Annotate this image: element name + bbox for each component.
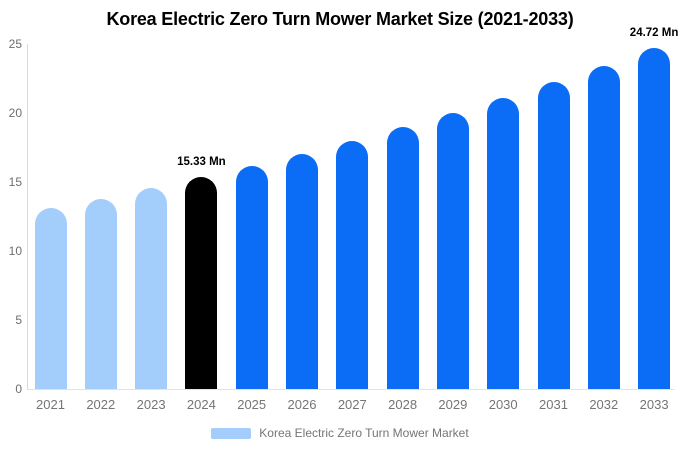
bar-2026 [286, 153, 318, 389]
y-tick-10: 10 [8, 244, 22, 258]
x-tick-2033: 2033 [639, 397, 669, 412]
bar-2021 [34, 208, 67, 389]
legend: Korea Electric Zero Turn Mower Market [0, 426, 680, 440]
data-label-2033: 24.72 Mn [629, 26, 679, 39]
y-tick-25: 25 [8, 37, 22, 51]
chart-title: Korea Electric Zero Turn Mower Market Si… [106, 9, 574, 29]
bar-2029 [436, 113, 469, 389]
x-tick-2029: 2029 [438, 397, 468, 412]
bar-2033 [638, 47, 671, 389]
legend-swatch [211, 427, 252, 439]
bar-2027 [336, 141, 369, 389]
x-tick-2026: 2026 [287, 397, 317, 412]
bar-2030 [487, 98, 520, 389]
x-tick-2027: 2027 [337, 397, 367, 412]
bar-2022 [84, 198, 117, 389]
bar-2028 [386, 127, 419, 389]
x-tick-2025: 2025 [237, 397, 267, 412]
bar-2025 [235, 165, 268, 389]
bar-2023 [135, 188, 168, 389]
x-tick-2032: 2032 [589, 397, 619, 412]
x-tick-2031: 2031 [539, 397, 568, 412]
x-tick-2023: 2023 [136, 397, 166, 412]
bar-2024 [185, 177, 218, 389]
x-tick-2024: 2024 [186, 397, 216, 412]
x-tick-2021: 2021 [36, 397, 65, 412]
bar-2031 [537, 82, 570, 389]
x-axis-line [27, 389, 675, 390]
x-tick-2028: 2028 [388, 397, 418, 412]
y-axis-line [27, 44, 28, 389]
y-tick-0: 0 [15, 382, 22, 396]
y-tick-5: 5 [15, 313, 22, 327]
y-tick-15: 15 [8, 175, 22, 189]
data-label-2024: 15.33 Mn [177, 156, 226, 169]
x-tick-2030: 2030 [488, 397, 518, 412]
y-tick-20: 20 [8, 106, 22, 120]
x-tick-2022: 2022 [86, 397, 116, 412]
legend-label: Korea Electric Zero Turn Mower Market [259, 426, 469, 440]
bar-2032 [587, 65, 620, 389]
